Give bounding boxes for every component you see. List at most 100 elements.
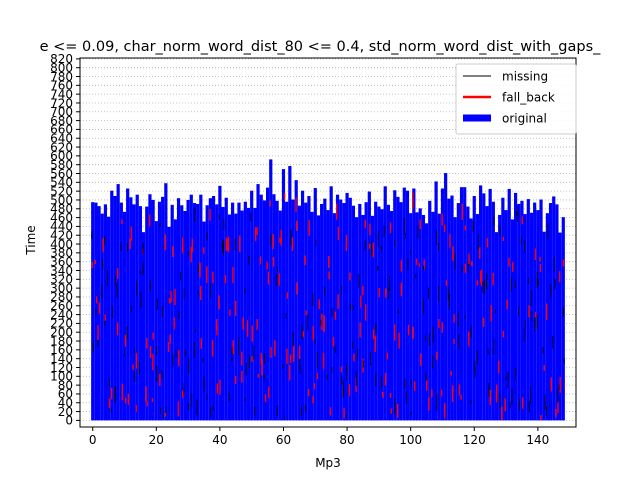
data-bars <box>91 159 565 421</box>
bar <box>326 210 330 421</box>
bar <box>291 199 295 421</box>
legend: missing fall_back original <box>455 63 577 135</box>
bar <box>205 205 209 421</box>
y-tick-label: 800 <box>50 61 73 75</box>
y-tick-label: 640 <box>50 132 73 146</box>
bar <box>555 204 559 421</box>
bar <box>393 190 397 421</box>
bar <box>479 185 483 421</box>
y-tick-label: 500 <box>50 193 73 207</box>
y-tick-label: 680 <box>50 114 73 128</box>
bar <box>418 208 422 421</box>
bar <box>447 198 451 421</box>
bar <box>510 219 515 421</box>
bar <box>358 203 362 421</box>
bar <box>361 214 365 421</box>
bar <box>440 188 445 421</box>
bar <box>259 194 263 421</box>
bar <box>466 206 470 421</box>
y-tick-label: 360 <box>50 255 73 269</box>
bar <box>186 199 190 421</box>
bar <box>389 210 394 421</box>
bar <box>294 180 298 421</box>
y-tick-label: 720 <box>50 96 73 110</box>
bar <box>329 186 333 421</box>
y-tick-label: 0 <box>65 414 73 428</box>
y-tick-label: 220 <box>50 317 73 331</box>
bar <box>355 217 359 421</box>
bar <box>138 206 143 421</box>
y-tick-label: 480 <box>50 202 73 216</box>
bar <box>463 187 467 421</box>
bar <box>316 215 321 421</box>
bar <box>126 188 130 421</box>
bar <box>424 223 429 421</box>
bar <box>332 213 336 421</box>
y-tick-label: 780 <box>50 70 73 84</box>
bar <box>227 214 232 421</box>
bar <box>494 232 499 421</box>
bar <box>278 210 282 421</box>
bar <box>453 217 457 421</box>
bar <box>386 204 391 421</box>
y-tick-label: 740 <box>50 87 73 101</box>
y-tick-label: 760 <box>50 79 73 93</box>
bar <box>434 181 438 421</box>
chart-title: e <= 0.09, char_norm_word_dist_80 <= 0.4… <box>40 39 602 55</box>
bar <box>237 202 241 421</box>
bar <box>180 205 184 421</box>
bar <box>281 169 286 421</box>
bar <box>450 195 454 421</box>
bar <box>256 184 260 421</box>
bar <box>345 192 349 421</box>
bar <box>402 187 406 421</box>
bar <box>558 232 562 421</box>
y-tick-label: 560 <box>50 167 73 181</box>
bar <box>377 206 381 421</box>
bar <box>167 226 171 421</box>
bar <box>246 207 251 421</box>
y-tick-label: 340 <box>50 264 73 278</box>
y-tick-label: 140 <box>50 352 73 366</box>
y-tick-label: 40 <box>58 396 73 410</box>
x-tick-label: 40 <box>212 433 227 447</box>
bar <box>396 196 400 421</box>
bar <box>122 211 127 421</box>
bar <box>370 215 375 421</box>
bar <box>192 203 197 421</box>
y-tick-label: 160 <box>50 343 73 357</box>
bar <box>221 207 225 421</box>
y-tick-label: 20 <box>58 405 73 419</box>
bar <box>307 195 311 421</box>
bar <box>444 173 448 421</box>
bar <box>129 197 133 421</box>
bar <box>552 196 556 421</box>
y-tick-label: 200 <box>50 326 73 340</box>
bar <box>91 202 95 421</box>
y-tick-label: 620 <box>50 140 73 154</box>
bar <box>339 199 343 421</box>
y-tick-label: 660 <box>50 123 73 137</box>
legend-label-missing: missing <box>502 70 548 84</box>
y-tick-label: 120 <box>50 361 73 375</box>
bar <box>196 203 200 421</box>
bar <box>202 221 206 421</box>
y-tick-label: 520 <box>50 184 73 198</box>
y-axis-label: Time <box>24 225 38 255</box>
bar <box>437 213 441 421</box>
legend-label-original: original <box>502 112 547 126</box>
bar <box>234 213 238 421</box>
y-tick-label: 280 <box>50 290 73 304</box>
bar <box>300 190 305 421</box>
bar <box>342 203 346 421</box>
bar <box>154 221 158 421</box>
y-tick-label: 820 <box>50 52 73 66</box>
bar <box>498 214 502 421</box>
y-tick-label: 440 <box>50 220 73 234</box>
y-tick-label: 540 <box>50 176 73 190</box>
bar <box>428 200 432 421</box>
bar <box>561 217 565 421</box>
bar <box>482 193 486 421</box>
bar <box>472 195 476 421</box>
